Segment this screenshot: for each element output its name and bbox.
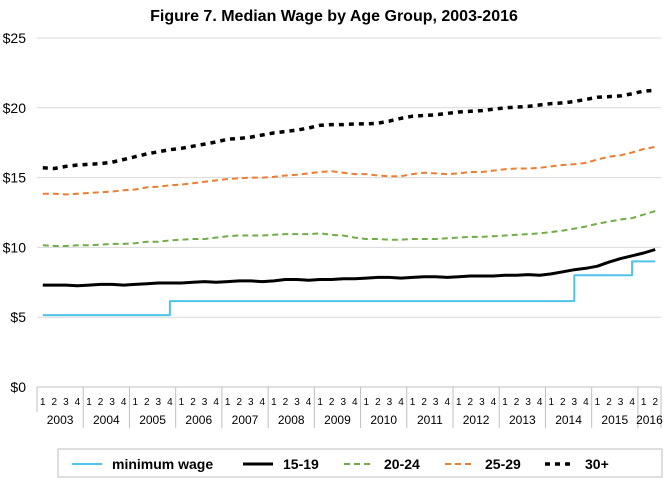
quarter-tick-label: 3 (156, 397, 162, 408)
quarter-tick-label: 2 (144, 397, 150, 408)
quarter-tick-label: 1 (317, 397, 323, 408)
quarter-tick-label: 4 (167, 397, 173, 408)
year-tick-label: 2011 (417, 413, 443, 427)
year-tick-label: 2009 (324, 413, 351, 427)
y-tick-label: $15 (3, 170, 27, 186)
quarter-tick-label: 1 (410, 397, 416, 408)
quarter-tick-label: 4 (398, 397, 404, 408)
quarter-tick-label: 2 (190, 397, 196, 408)
quarter-tick-label: 4 (352, 397, 358, 408)
quarter-tick-label: 4 (444, 397, 450, 408)
year-tick-label: 2004 (93, 413, 120, 427)
quarter-tick-label: 2 (236, 397, 242, 408)
quarter-tick-label: 1 (40, 397, 46, 408)
quarter-tick-label: 4 (491, 397, 497, 408)
series-line-25-29 (42, 145, 656, 196)
quarter-tick-label: 4 (629, 397, 635, 408)
quarter-tick-label: 1 (548, 397, 554, 408)
quarter-tick-label: 2 (283, 397, 289, 408)
quarter-tick-label: 3 (294, 397, 300, 408)
series-line-15-19 (42, 248, 656, 288)
series-line-minimum-wage (42, 260, 656, 317)
legend-label-30-: 30+ (585, 456, 609, 472)
quarter-tick-label: 3 (387, 397, 393, 408)
quarter-tick-label: 2 (606, 397, 612, 408)
quarter-tick-label: 1 (456, 397, 462, 408)
legend: minimum wage 15-19 20-24 25-29 30+ (57, 448, 663, 478)
quarter-tick-label: 3 (479, 397, 485, 408)
legend-label-15-19: 15-19 (283, 456, 319, 472)
series-line-30- (42, 88, 656, 171)
year-tick-label: 2013 (509, 413, 536, 427)
quarter-tick-label: 2 (514, 397, 520, 408)
quarter-tick-label: 2 (375, 397, 381, 408)
gridlines (37, 37, 661, 388)
quarter-tick-label: 2 (52, 397, 58, 408)
series-line-20-24 (42, 210, 656, 247)
legend-label-25-29: 25-29 (485, 456, 521, 472)
quarter-tick-label: 1 (271, 397, 277, 408)
quarter-tick-label: 3 (109, 397, 115, 408)
quarter-tick-label: 4 (537, 397, 543, 408)
y-tick-label: $0 (10, 379, 26, 395)
quarter-tick-label: 2 (652, 397, 658, 408)
year-tick-label: 2005 (139, 413, 166, 427)
legend-label-minimum-wage: minimum wage (112, 456, 213, 472)
quarter-tick-label: 4 (213, 397, 219, 408)
quarter-tick-label: 4 (121, 397, 127, 408)
y-tick-label: $10 (3, 239, 27, 255)
quarter-tick-label: 3 (618, 397, 624, 408)
y-tick-label: $25 (3, 30, 27, 46)
quarter-tick-label: 4 (75, 397, 81, 408)
series-lines (42, 88, 656, 317)
quarter-tick-label: 1 (225, 397, 231, 408)
quarter-tick-label: 3 (525, 397, 531, 408)
quarter-tick-label: 3 (433, 397, 439, 408)
quarter-tick-label: 4 (306, 397, 312, 408)
year-tick-label: 2006 (185, 413, 212, 427)
quarter-tick-label: 2 (98, 397, 104, 408)
year-tick-label: 2008 (278, 413, 305, 427)
quarter-tick-label: 4 (583, 397, 589, 408)
year-tick-label: 2010 (370, 413, 397, 427)
y-tick-label: $5 (10, 309, 26, 325)
quarter-tick-label: 1 (132, 397, 138, 408)
quarter-tick-label: 1 (364, 397, 370, 408)
year-tick-label: 2003 (47, 413, 74, 427)
year-tick-label: 2012 (463, 413, 490, 427)
quarter-tick-label: 4 (260, 397, 266, 408)
quarter-tick-label: 3 (202, 397, 208, 408)
chart-title: Figure 7. Median Wage by Age Group, 2003… (150, 8, 518, 25)
quarter-tick-label: 2 (421, 397, 427, 408)
quarter-tick-label: 3 (248, 397, 254, 408)
legend-label-20-24: 20-24 (384, 456, 420, 472)
quarter-tick-label: 3 (572, 397, 578, 408)
y-axis: $0 $5 $10 $15 $20 $25 (3, 30, 27, 395)
year-tick-label: 2016 (636, 413, 663, 427)
year-tick-label: 2014 (555, 413, 582, 427)
quarter-tick-label: 1 (641, 397, 647, 408)
quarter-tick-label: 1 (595, 397, 601, 408)
quarter-tick-label: 3 (340, 397, 346, 408)
quarter-tick-label: 3 (63, 397, 69, 408)
quarter-tick-label: 1 (86, 397, 92, 408)
year-tick-label: 2007 (232, 413, 259, 427)
quarter-tick-label: 1 (179, 397, 185, 408)
quarter-tick-label: 2 (329, 397, 335, 408)
quarter-tick-label: 2 (560, 397, 566, 408)
quarter-tick-label: 1 (502, 397, 508, 408)
y-tick-label: $20 (3, 100, 27, 116)
quarter-tick-label: 2 (468, 397, 474, 408)
year-tick-label: 2015 (601, 413, 628, 427)
